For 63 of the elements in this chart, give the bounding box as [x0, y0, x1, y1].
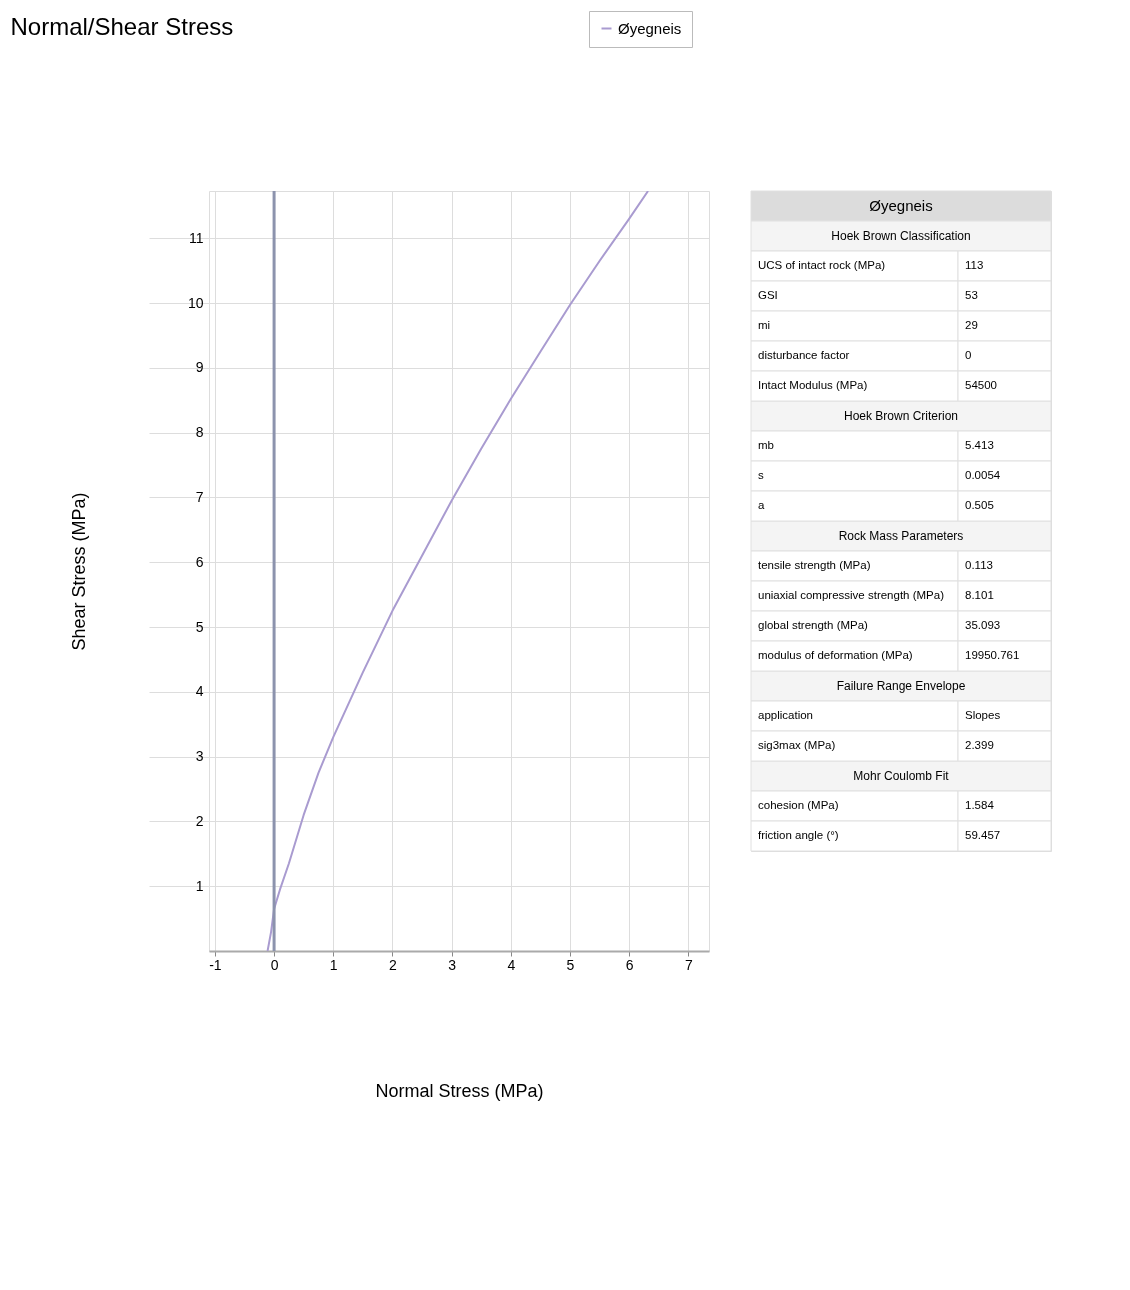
x-axis-title: Normal Stress (MPa) [375, 1080, 544, 1101]
x-tick-label: 0 [270, 956, 279, 973]
y-tick-label: 5 [195, 618, 204, 635]
y-tick-label: 4 [195, 683, 204, 700]
text: 54500 [965, 379, 997, 391]
text: 19950.761 [965, 649, 1020, 661]
text: 53 [965, 289, 978, 301]
text: mb [758, 439, 774, 451]
text: mi [758, 319, 771, 331]
x-tick-label: 6 [625, 956, 634, 973]
text: 113 [965, 259, 984, 271]
text: GSI [758, 289, 778, 301]
text: Mohr Coulomb Fit [853, 769, 950, 783]
text: tensile strength (MPa) [758, 559, 871, 571]
text: 59.457 [965, 829, 1001, 841]
text: Failure Range Envelope [836, 679, 966, 693]
x-tick-label: 3 [448, 956, 457, 973]
text: s [758, 469, 764, 481]
y-tick-label: 7 [195, 488, 204, 505]
text: modulus of deformation (MPa) [758, 649, 913, 661]
text: 29 [965, 319, 978, 331]
text: UCS of intact rock (MPa) [758, 259, 886, 271]
text: a [758, 499, 765, 511]
x-tick-label: 4 [507, 956, 516, 973]
text: 1.584 [965, 799, 995, 811]
line-series [266, 191, 650, 951]
text: 0 [965, 349, 972, 361]
text: 35.093 [965, 619, 1001, 631]
text: uniaxial compressive strength (MPa) [758, 589, 945, 601]
text: global strength (MPa) [758, 619, 869, 631]
text: Rock Mass Parameters [838, 529, 964, 543]
text: friction angle (°) [758, 829, 839, 841]
y-tick-label: 11 [188, 229, 204, 246]
x-tick-label: 2 [389, 956, 398, 973]
y-tick-label: 8 [195, 424, 204, 441]
x-tick-label: 5 [566, 956, 575, 973]
x-tick-label: -1 [209, 956, 222, 973]
text: Hoek Brown Criterion [843, 409, 959, 423]
chart-title: Normal/Shear Stress [10, 12, 234, 40]
x-tick-label: 1 [329, 956, 338, 973]
x-tick-label: 7 [684, 956, 693, 973]
text: 2.399 [965, 739, 994, 751]
text: 0.505 [965, 499, 994, 511]
y-tick-label: 1 [195, 877, 204, 894]
text: Intact Modulus (MPa) [758, 379, 868, 391]
text: cohesion (MPa) [758, 799, 839, 811]
text: 0.0054 [965, 469, 1001, 481]
y-tick-label: 6 [195, 553, 204, 570]
y-tick-label: 9 [195, 359, 204, 376]
y-tick-label: 3 [195, 748, 204, 765]
y-tick-label: 10 [187, 294, 204, 311]
text: Slopes [965, 709, 1001, 721]
text: disturbance factor [758, 349, 850, 361]
text: 5.413 [965, 439, 994, 451]
text: 0.113 [965, 559, 993, 571]
text: sig3max (MPa) [758, 739, 836, 751]
y-tick-label: 2 [195, 812, 204, 829]
text: Øyegneis [869, 197, 933, 214]
text: Hoek Brown Classification [831, 229, 971, 243]
text: 8.101 [965, 589, 994, 601]
legend-label: Øyegneis [618, 19, 682, 37]
y-axis-title: Shear Stress (MPa) [69, 492, 89, 651]
text: application [758, 709, 813, 721]
